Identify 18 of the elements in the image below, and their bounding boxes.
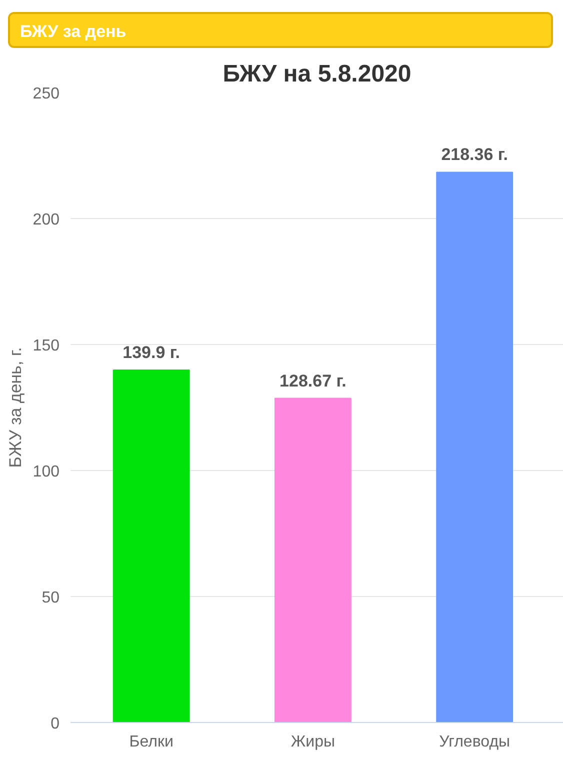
x-tick-label: Жиры	[290, 734, 336, 750]
x-tick-label: Белки	[129, 734, 174, 750]
y-tick-label: 0	[50, 716, 60, 732]
y-tick-label: 50	[42, 590, 60, 606]
y-tick-label: 200	[32, 212, 60, 228]
y-axis-title: БЖУ за день, г.	[6, 347, 25, 468]
chart-title: БЖУ на 5.8.2020	[222, 60, 412, 88]
y-tick-label: 100	[32, 464, 60, 480]
bar	[436, 172, 514, 722]
data-label: 139.9 г.	[122, 342, 180, 362]
bar	[274, 398, 352, 722]
bar	[112, 369, 190, 722]
data-label: 128.67 г.	[280, 371, 346, 390]
text: БЖУ за день	[20, 21, 126, 43]
x-tick-label: Углеводы	[439, 734, 510, 750]
y-tick-label: 250	[32, 86, 60, 102]
data-label: 218.36 г.	[441, 145, 508, 164]
y-tick-label: 150	[32, 338, 60, 354]
